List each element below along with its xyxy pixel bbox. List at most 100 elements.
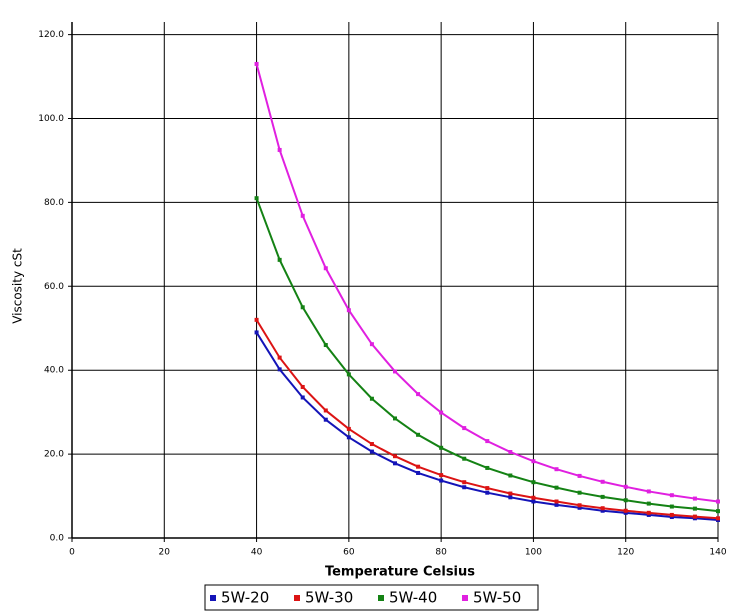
y-tick-label: 80.0	[44, 198, 64, 208]
data-point	[346, 372, 351, 377]
data-point	[554, 499, 559, 504]
data-point	[485, 465, 490, 470]
data-point	[393, 461, 397, 466]
y-axis-label: Viscosity cSt	[11, 248, 25, 324]
data-point	[462, 456, 467, 461]
x-tick-label: 40	[251, 548, 263, 558]
data-point	[277, 147, 282, 152]
data-point	[485, 490, 490, 495]
data-point	[600, 508, 605, 513]
data-point	[254, 61, 259, 66]
legend-swatch	[462, 595, 468, 601]
data-point	[623, 510, 628, 515]
data-point	[439, 410, 444, 415]
y-tick-label: 100.0	[38, 114, 64, 124]
y-tick-label: 20.0	[44, 450, 64, 460]
data-point	[393, 416, 397, 421]
y-tick-label: 60.0	[44, 282, 64, 292]
legend-label: 5W-40	[389, 589, 437, 607]
data-point	[646, 489, 651, 494]
data-point	[508, 473, 513, 478]
x-axis-label: Temperature Celsius	[325, 565, 475, 580]
data-point	[623, 484, 628, 489]
data-point	[600, 479, 605, 484]
data-point	[508, 491, 513, 496]
data-point	[692, 496, 697, 501]
data-point	[462, 480, 467, 485]
x-tick-label: 140	[709, 548, 726, 558]
data-point	[531, 459, 536, 464]
data-point	[300, 213, 305, 218]
data-point	[300, 305, 305, 310]
legend-label: 5W-20	[221, 589, 269, 607]
x-tick-label: 60	[343, 548, 355, 558]
data-point	[462, 426, 467, 431]
data-point	[277, 367, 282, 372]
data-point	[323, 408, 328, 413]
data-point	[254, 330, 259, 335]
x-tick-label: 80	[435, 548, 447, 558]
data-point	[623, 508, 628, 513]
data-point	[346, 426, 351, 431]
data-point	[508, 495, 513, 500]
y-tick-label: 120.0	[38, 30, 64, 40]
x-tick-label: 100	[525, 548, 542, 558]
data-point	[623, 498, 628, 503]
data-point	[416, 470, 421, 475]
legend-swatch	[210, 595, 216, 601]
data-point	[416, 432, 421, 437]
data-point	[369, 342, 374, 347]
data-point	[600, 494, 605, 499]
data-point	[692, 506, 697, 511]
data-point	[277, 355, 282, 360]
legend-box	[204, 584, 539, 611]
data-point	[508, 450, 513, 454]
data-point	[323, 266, 328, 271]
data-point	[716, 516, 720, 521]
y-tick-label: 40.0	[44, 366, 64, 376]
data-point	[439, 478, 444, 483]
data-point	[485, 439, 490, 444]
legend-swatch	[378, 595, 384, 601]
data-point	[439, 445, 444, 450]
x-tick-label: 20	[159, 548, 171, 558]
data-point	[692, 514, 697, 519]
data-point	[254, 196, 259, 201]
x-tick-label: 0	[69, 548, 75, 558]
legend-label: 5W-50	[473, 589, 521, 607]
y-tick-label: 0.0	[50, 534, 65, 544]
legend-label: 5W-30	[305, 589, 353, 607]
data-point	[554, 485, 559, 490]
data-point	[646, 510, 651, 515]
data-point	[369, 396, 374, 401]
legend-swatch	[294, 595, 300, 601]
data-point	[254, 317, 259, 322]
data-point	[531, 499, 536, 504]
data-point	[369, 449, 374, 454]
data-point	[369, 442, 374, 447]
data-point	[323, 417, 328, 422]
data-point	[393, 454, 397, 459]
data-point	[577, 503, 582, 508]
data-point	[300, 395, 305, 400]
data-point	[554, 467, 559, 472]
data-point	[346, 308, 351, 313]
data-point	[439, 473, 444, 478]
x-tick-label: 120	[617, 548, 634, 558]
data-point	[669, 515, 674, 520]
data-point	[669, 512, 674, 517]
data-point	[716, 509, 720, 514]
data-point	[716, 499, 720, 504]
data-point	[669, 504, 674, 509]
data-point	[393, 369, 397, 374]
data-point	[554, 502, 559, 507]
data-point	[300, 384, 305, 389]
data-point	[646, 501, 651, 506]
series-line	[255, 63, 719, 503]
data-point	[577, 473, 582, 478]
data-point	[485, 486, 490, 491]
data-point	[346, 435, 351, 440]
data-point	[531, 480, 536, 485]
